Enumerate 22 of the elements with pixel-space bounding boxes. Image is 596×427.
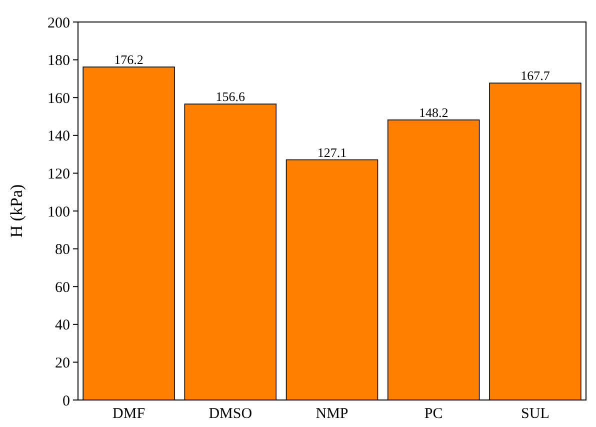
data-label: 167.7 <box>520 68 550 84</box>
y-tick-label: 80 <box>55 242 70 258</box>
y-tick-label: 40 <box>55 318 70 334</box>
y-tick-label: 0 <box>62 393 70 410</box>
y-tick-label: 20 <box>55 355 70 372</box>
data-label: 176.2 <box>114 52 144 67</box>
y-tick-label: 120 <box>48 166 70 182</box>
y-tick-label: 100 <box>48 204 70 220</box>
data-label: 148.2 <box>418 104 448 120</box>
data-label: 127.1 <box>317 144 347 160</box>
y-tick-label: 180 <box>48 53 70 70</box>
y-tick-label: 60 <box>55 280 70 296</box>
y-tick-label: 200 <box>48 15 70 32</box>
y-tick-label: 160 <box>48 90 70 107</box>
x-tick-label: SUL <box>521 406 550 422</box>
x-tick-label: PC <box>424 406 443 422</box>
x-tick-label: NMP <box>316 406 348 422</box>
y-tick-label: 140 <box>48 128 70 145</box>
y-axis-title: H (kPa) <box>7 184 26 238</box>
x-tick-label: DMSO <box>208 406 252 422</box>
x-tick-label: DMF <box>112 406 146 422</box>
data-label: 156.6 <box>216 89 246 104</box>
